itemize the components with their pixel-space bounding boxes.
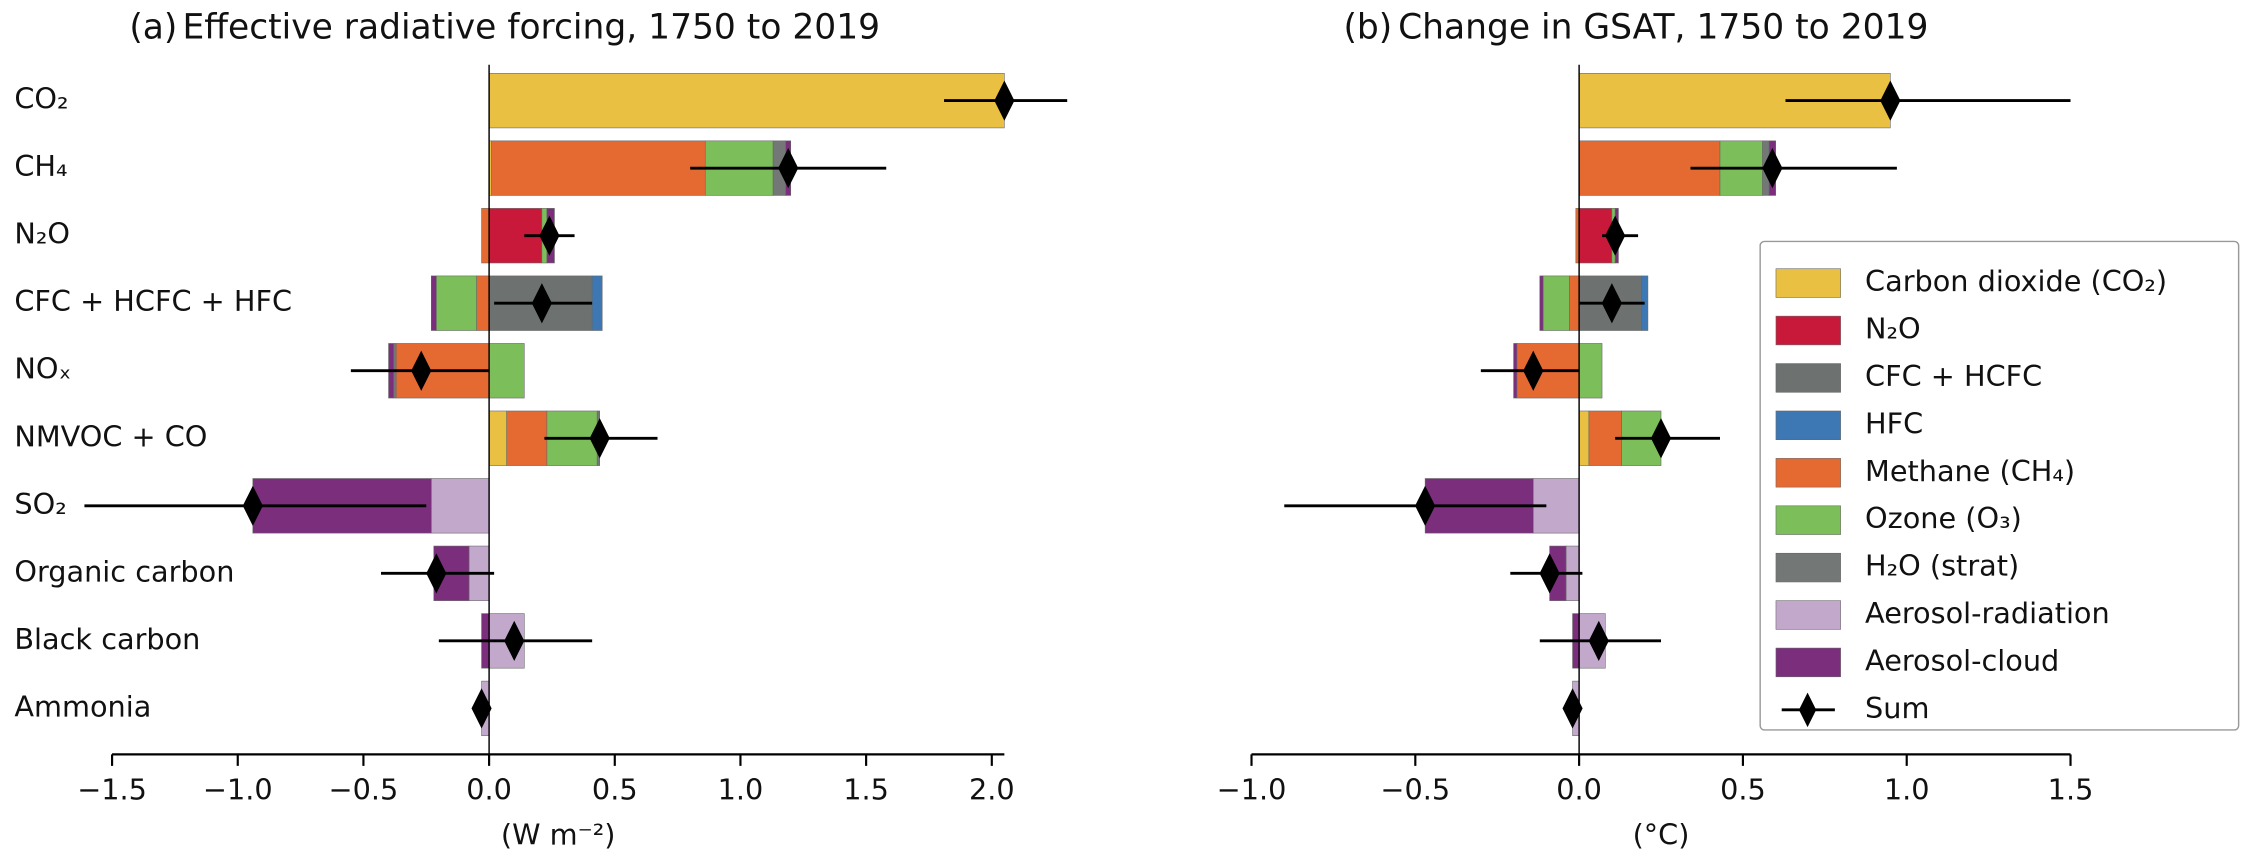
bar-segment: [491, 140, 706, 196]
legend-label: Aerosol-cloud: [1865, 643, 2059, 677]
legend-label: Carbon dioxide (CO₂): [1865, 264, 2167, 298]
category-label: SO₂: [14, 487, 66, 521]
sum-marker: [1562, 688, 1583, 729]
bar-segment: [1568, 275, 1580, 331]
sum-marker: [1539, 553, 1560, 594]
bar-segment: [488, 410, 507, 466]
bar-segment: [488, 73, 1005, 129]
x-tick-label: 0.5: [592, 773, 638, 807]
x-axis-label: (°C): [1633, 817, 1690, 851]
legend-box: [1759, 240, 2240, 731]
legend-swatch: [1775, 410, 1841, 441]
x-tick-label: −0.5: [329, 773, 399, 807]
legend-swatch: [1775, 315, 1841, 346]
bar-segment: [436, 275, 477, 331]
x-tick-label: 0.0: [466, 773, 512, 807]
sum-marker: [471, 688, 492, 729]
legend-swatch: [1775, 505, 1841, 535]
sum-marker: [1523, 350, 1544, 391]
bar-segment: [506, 410, 548, 466]
x-tick-label: −1.5: [77, 773, 147, 807]
bar-segment: [476, 275, 490, 331]
category-label: Black carbon: [14, 622, 200, 656]
legend-label: Methane (CH₄): [1865, 454, 2075, 488]
sum-marker: [411, 350, 432, 391]
bar-segment: [1542, 275, 1570, 331]
legend-swatch: [1775, 363, 1841, 393]
bar-segment: [591, 275, 603, 331]
sum-marker: [1415, 485, 1436, 526]
sum-marker: [504, 620, 525, 661]
x-axis-label: (W m⁻²): [501, 817, 616, 851]
x-tick-label: 1.5: [843, 773, 889, 807]
bar-segment: [1539, 275, 1544, 331]
legend-label: Ozone (O₃): [1865, 501, 2022, 535]
legend-swatch: [1775, 647, 1841, 678]
bar-segment: [481, 208, 490, 264]
panel-label: (a): [129, 7, 177, 47]
sum-marker: [426, 553, 447, 594]
chart-title: Effective radiative forcing, 1750 to 201…: [182, 7, 880, 47]
bar-segment: [1578, 410, 1590, 466]
x-tick-label: 2.0: [969, 773, 1015, 807]
x-tick-label: 1.0: [1884, 773, 1930, 807]
sum-marker: [242, 485, 263, 526]
x-tick-label: −1.0: [1217, 773, 1287, 807]
sum-marker: [1588, 620, 1609, 661]
sum-marker: [531, 283, 552, 324]
x-tick-label: −1.0: [203, 773, 273, 807]
category-label: Ammonia: [14, 689, 151, 723]
x-tick-label: −0.5: [1380, 773, 1450, 807]
bar-segment: [431, 275, 437, 331]
x-tick-label: 1.5: [2048, 773, 2094, 807]
bar-segment: [488, 343, 525, 399]
sum-marker: [1880, 80, 1901, 121]
chart-title: Change in GSAT, 1750 to 2019: [1398, 7, 1928, 47]
legend-label: H₂O (strat): [1865, 549, 2019, 583]
category-label: N₂O: [14, 217, 70, 251]
sum-marker: [589, 418, 610, 459]
category-label: NOₓ: [14, 352, 71, 386]
sum-marker: [1650, 418, 1672, 459]
bar-segment: [1578, 343, 1603, 399]
bar-segment: [431, 478, 490, 534]
legend-swatch: [1775, 458, 1841, 488]
legend-label: Sum: [1865, 691, 1929, 725]
x-tick-label: 0.0: [1556, 773, 1602, 807]
sum-marker: [1601, 283, 1622, 324]
legend-swatch: [1775, 268, 1841, 298]
x-tick-label: 0.5: [1720, 773, 1766, 807]
category-label: Organic carbon: [14, 554, 234, 588]
legend-swatch: [1775, 552, 1841, 583]
legend-label: CFC + HCFC: [1865, 359, 2042, 393]
legend-label: HFC: [1865, 406, 1923, 440]
panel-label: (b): [1343, 7, 1392, 47]
legend-label: N₂O: [1865, 312, 1921, 346]
legend-swatch: [1775, 600, 1841, 630]
category-label: CH₄: [14, 149, 67, 183]
category-label: CFC + HCFC + HFC: [14, 284, 292, 318]
legend-label: Aerosol-radiation: [1865, 596, 2110, 630]
category-label: CO₂: [14, 82, 68, 116]
x-tick-label: 1.0: [718, 773, 764, 807]
category-label: NMVOC + CO: [14, 419, 207, 453]
